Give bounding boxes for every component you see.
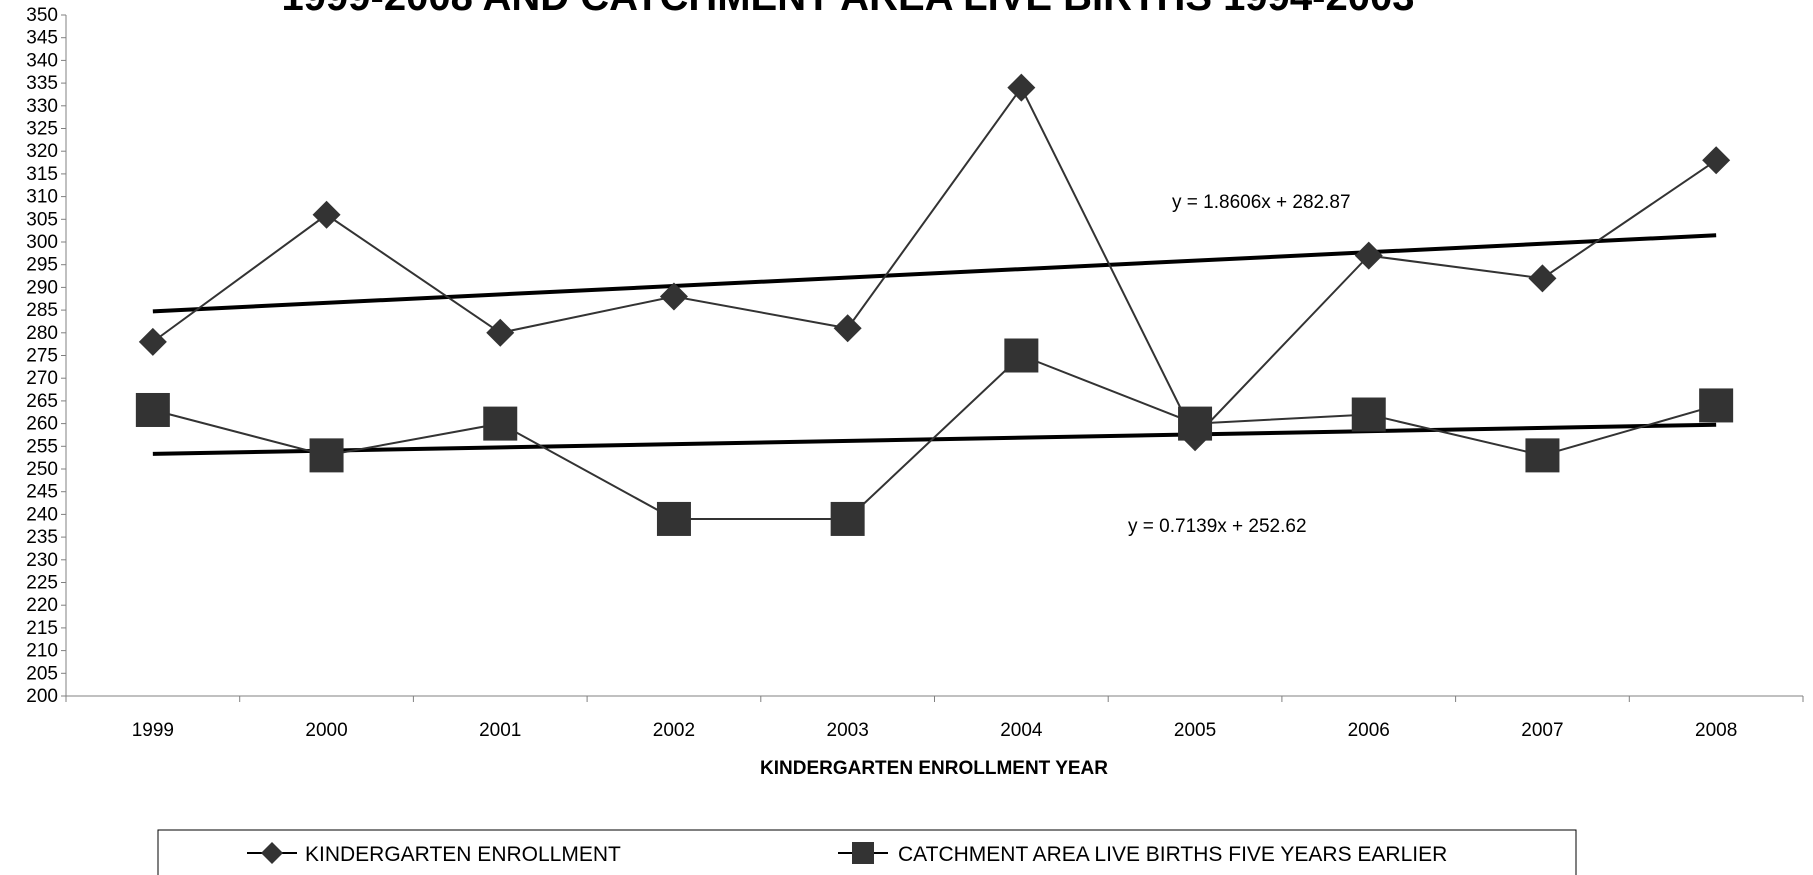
trendlines: [152, 233, 1717, 456]
data-point-diamond: [486, 318, 515, 347]
y-tick-label: 300: [26, 232, 58, 253]
series-line-1: [152, 85, 1717, 439]
y-tick-label: 270: [26, 368, 58, 389]
legend-diamond-marker: [261, 842, 283, 864]
data-point-diamond: [1007, 73, 1036, 102]
series-lines: [152, 85, 1717, 520]
data-point-diamond: [1354, 241, 1383, 270]
data-point-square: [1004, 338, 1039, 373]
x-axis: 1999 2000 2001 2002 2003 2004 2005 2006 2007 2008: [65, 695, 1804, 741]
y-tick-label: 340: [26, 50, 58, 71]
y-tick-label: 250: [26, 459, 58, 480]
data-point-square: [309, 438, 344, 473]
y-tick-label: 285: [26, 300, 58, 321]
y-tick-label: 230: [26, 550, 58, 571]
data-point-diamond: [1702, 146, 1731, 175]
data-point-square: [656, 501, 691, 536]
y-tick-label: 290: [26, 277, 58, 298]
y-tick-label: 255: [26, 436, 58, 457]
y-tick-label: 345: [26, 28, 58, 49]
data-point-square: [1699, 388, 1734, 423]
legend-square-marker: [852, 842, 874, 864]
y-tick-label: 275: [26, 346, 58, 367]
y-tick-label: 305: [26, 209, 58, 230]
y-tick-label: 240: [26, 504, 58, 525]
x-tick-label: 2001: [479, 720, 521, 741]
y-tick-label: 215: [26, 618, 58, 639]
chart-title: 1999-2008 AND CATCHMENT AREA LIVE BIRTHS…: [282, 0, 1415, 19]
x-axis-title: KINDERGARTEN ENROLLMENT YEAR: [760, 758, 1108, 779]
y-tick-label: 330: [26, 96, 58, 117]
series-markers: [135, 73, 1734, 536]
series-line-2: [152, 354, 1717, 520]
y-tick-label: 280: [26, 323, 58, 344]
x-tick-label: 2007: [1521, 720, 1563, 741]
legend: KINDERGARTEN ENROLLMENT CATCHMENT AREA L…: [157, 829, 1577, 875]
y-tick-label: 320: [26, 141, 58, 162]
y-tick-label: 225: [26, 573, 58, 594]
x-tick-label: 1999: [132, 720, 174, 741]
x-tick-label: 2005: [1174, 720, 1216, 741]
y-tick-label: 245: [26, 482, 58, 503]
y-tick-label: 210: [26, 641, 58, 662]
data-point-diamond: [833, 314, 862, 343]
y-tick-label: 265: [26, 391, 58, 412]
y-tick-label: 295: [26, 255, 58, 276]
x-tick-label: 2004: [1000, 720, 1043, 741]
y-tick-label: 310: [26, 187, 58, 208]
y-tick-label: 335: [26, 73, 58, 94]
y-tick-label: 200: [26, 686, 58, 707]
trendline-2: [152, 422, 1717, 456]
x-tick-label: 2000: [305, 720, 347, 741]
data-point-diamond: [312, 200, 341, 229]
y-tick-label: 260: [26, 414, 58, 435]
y-tick-label: 205: [26, 663, 58, 684]
legend-label-2: CATCHMENT AREA LIVE BIRTHS FIVE YEARS EA…: [898, 843, 1447, 866]
data-point-square: [483, 406, 518, 441]
y-tick-label: 235: [26, 527, 58, 548]
x-tick-label: 2003: [827, 720, 869, 741]
y-axis: 2002052102152202252302352402452502552602…: [26, 5, 67, 707]
legend-label-1: KINDERGARTEN ENROLLMENT: [305, 843, 621, 866]
y-tick-label: 220: [26, 595, 58, 616]
y-tick-label: 350: [26, 5, 58, 26]
trendline-1: [152, 233, 1717, 314]
y-tick-label: 325: [26, 119, 58, 140]
data-point-square: [135, 392, 170, 427]
data-point-diamond: [138, 327, 167, 356]
x-tick-label: 2002: [653, 720, 695, 741]
trendline-equation-1: y = 1.8606x + 282.87: [1172, 192, 1351, 213]
data-point-square: [830, 501, 865, 536]
y-tick-label: 315: [26, 164, 58, 185]
data-point-square: [1178, 406, 1213, 441]
data-point-diamond: [1528, 264, 1557, 293]
x-tick-label: 2008: [1695, 720, 1737, 741]
data-point-square: [1525, 438, 1560, 473]
data-point-diamond: [659, 282, 688, 311]
data-point-square: [1351, 397, 1386, 432]
x-tick-label: 2006: [1348, 720, 1390, 741]
trendline-equation-2: y = 0.7139x + 252.62: [1128, 516, 1307, 537]
